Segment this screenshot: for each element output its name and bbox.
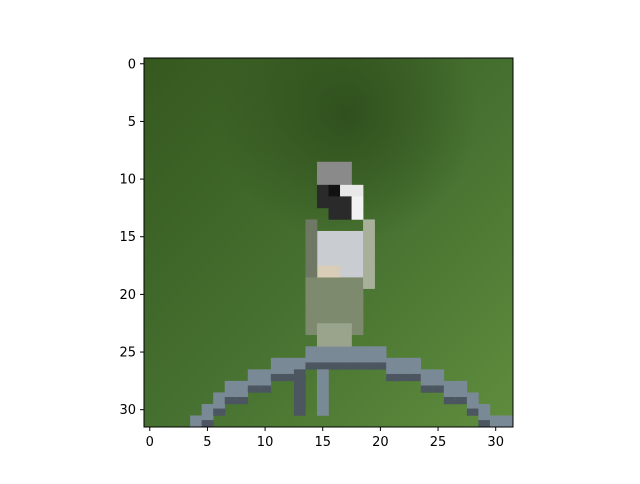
arch-post-pixel bbox=[316, 369, 329, 416]
arch-shadow-pixel bbox=[224, 397, 237, 405]
arch-pixel bbox=[489, 415, 502, 427]
y-tick-label: 10 bbox=[119, 173, 136, 188]
x-tick-label: 10 bbox=[257, 435, 274, 450]
bird-cheek-pixel bbox=[351, 196, 364, 220]
pixel-layer bbox=[190, 161, 513, 439]
arch-shadow-pixel bbox=[190, 432, 202, 439]
arch-shadow-pixel bbox=[397, 373, 410, 382]
arch-pixel bbox=[236, 380, 249, 400]
arch-shadow-pixel bbox=[340, 362, 352, 370]
arch-shadow-pixel bbox=[363, 362, 375, 370]
x-tick-label: 25 bbox=[430, 435, 447, 450]
arch-pixel bbox=[305, 346, 318, 366]
arch-shadow-pixel bbox=[432, 385, 445, 393]
arch-pixel bbox=[224, 380, 237, 400]
arch-pixel bbox=[363, 346, 375, 366]
arch-pixel bbox=[201, 403, 214, 423]
y-tick-label: 25 bbox=[119, 346, 136, 361]
arch-shadow-pixel bbox=[420, 385, 433, 393]
bird-head-pixel bbox=[328, 196, 352, 220]
arch-shadow-pixel bbox=[213, 408, 226, 416]
arch-pixel bbox=[432, 369, 445, 389]
arch-shadow-pixel bbox=[328, 362, 341, 370]
arch-pixel bbox=[409, 357, 422, 377]
bird-wing-pixel bbox=[305, 219, 318, 278]
arch-pixel bbox=[259, 369, 272, 389]
arch-shadow-pixel bbox=[316, 362, 329, 370]
x-tick-label: 5 bbox=[203, 435, 211, 450]
arch-post-pixel bbox=[293, 369, 306, 416]
arch-shadow-pixel bbox=[236, 397, 249, 405]
arch-pixel bbox=[316, 346, 329, 366]
bird-belly-pixel bbox=[316, 323, 352, 347]
arch-shadow-pixel bbox=[201, 420, 214, 427]
arch-pixel bbox=[397, 357, 410, 377]
arch-pixel bbox=[466, 392, 479, 412]
arch-pixel bbox=[340, 346, 352, 366]
arch-pixel bbox=[455, 380, 468, 400]
arch-shadow-pixel bbox=[466, 408, 479, 416]
bird-head-pixel bbox=[328, 184, 341, 197]
y-tick-label: 15 bbox=[119, 230, 136, 245]
arch-shadow-pixel bbox=[259, 385, 272, 393]
bird-cheek-pixel bbox=[340, 184, 364, 197]
arch-shadow-pixel bbox=[455, 397, 468, 405]
y-axis: 0 5 10 15 20 25 30 bbox=[119, 57, 144, 418]
arch-shadow-pixel bbox=[282, 373, 295, 382]
bird-breast-pixel bbox=[316, 265, 341, 278]
arch-pixel bbox=[386, 357, 398, 377]
arch-pixel bbox=[190, 415, 202, 427]
y-tick-label: 30 bbox=[119, 403, 136, 418]
y-tick-label: 5 bbox=[128, 115, 136, 130]
bird-wing-pixel bbox=[363, 219, 375, 289]
arch-shadow-pixel bbox=[478, 420, 491, 427]
arch-pixel bbox=[328, 346, 341, 366]
arch-pixel bbox=[420, 369, 433, 389]
arch-pixel bbox=[247, 369, 260, 389]
arch-pixel bbox=[282, 357, 295, 377]
arch-pixel bbox=[501, 415, 513, 427]
arch-shadow-pixel bbox=[386, 373, 398, 382]
y-tick-label: 0 bbox=[128, 57, 136, 72]
x-tick-label: 15 bbox=[314, 435, 331, 450]
arch-pixel bbox=[351, 346, 364, 366]
arch-pixel bbox=[213, 392, 226, 412]
arch-pixel bbox=[478, 403, 491, 423]
arch-shadow-pixel bbox=[305, 362, 318, 370]
arch-shadow-pixel bbox=[247, 385, 260, 393]
x-tick-label: 0 bbox=[146, 435, 154, 450]
image-frame bbox=[143, 57, 514, 428]
bird-head-pixel bbox=[316, 184, 329, 209]
x-axis: 0 5 10 15 20 25 30 bbox=[146, 427, 504, 450]
arch-pixel bbox=[443, 380, 456, 400]
arch-pixel bbox=[270, 357, 283, 377]
arch-pixel bbox=[374, 346, 387, 366]
y-tick-label: 20 bbox=[119, 288, 136, 303]
bird-head-pixel bbox=[316, 161, 352, 186]
arch-pixel bbox=[293, 357, 306, 377]
x-tick-label: 20 bbox=[372, 435, 389, 450]
arch-shadow-pixel bbox=[351, 362, 364, 370]
arch-shadow-pixel bbox=[270, 373, 283, 382]
arch-shadow-pixel bbox=[409, 373, 422, 382]
pixel-image bbox=[144, 58, 513, 439]
x-tick-label: 30 bbox=[487, 435, 504, 450]
arch-shadow-pixel bbox=[374, 362, 387, 370]
arch-shadow-pixel bbox=[443, 397, 456, 405]
